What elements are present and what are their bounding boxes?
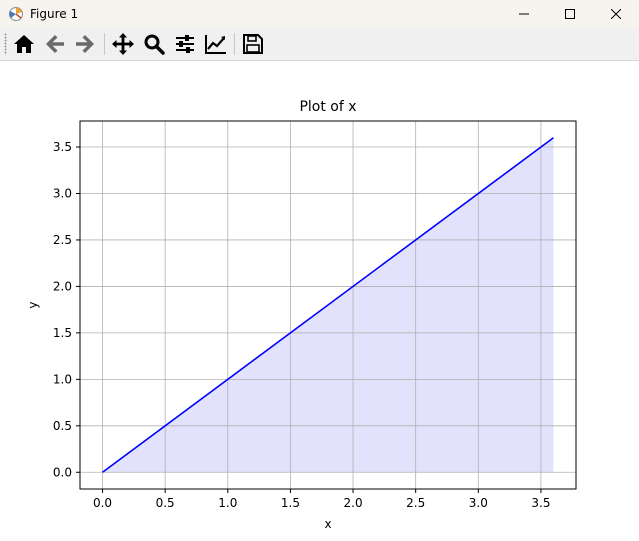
maximize-button[interactable]	[547, 0, 593, 27]
close-button[interactable]	[593, 0, 639, 27]
toolbar-separator	[104, 33, 105, 55]
y-tick-label: 3.0	[53, 186, 72, 200]
move-icon	[112, 33, 134, 55]
figure-canvas[interactable]: 0.0 0.5 1.0 1.5 2.0 2.5 3.0 3.5 0.0 0.5 1.0 1.5 2.0 2…	[0, 62, 639, 541]
magnifier-icon	[144, 34, 165, 55]
navigation-toolbar	[0, 27, 639, 61]
plot-canvas[interactable]: 0.0 0.5 1.0 1.5 2.0 2.5 3.0 3.5 0.0 0.5 1.0 1.5 2.0 2…	[0, 62, 639, 541]
app-icon	[8, 6, 24, 22]
window-title: Figure 1	[30, 6, 79, 21]
floppy-disk-icon	[243, 34, 263, 54]
chart-title: Plot of x	[299, 99, 356, 115]
minimize-icon	[519, 13, 529, 14]
y-tick-label: 2.5	[53, 233, 72, 247]
y-tick-label: 3.5	[53, 140, 72, 154]
y-tick-label: 0.0	[53, 465, 72, 479]
configure-subplots-button[interactable]	[171, 31, 199, 57]
x-tick-label: 0.0	[93, 496, 112, 510]
zoom-button[interactable]	[140, 31, 168, 57]
y-axis-label: y	[26, 301, 40, 308]
sliders-icon	[176, 35, 194, 53]
x-tick-label: 2.0	[344, 496, 363, 510]
x-axis-label: x	[324, 517, 331, 531]
window-titlebar: Figure 1	[0, 0, 639, 27]
close-icon	[611, 8, 621, 19]
series-line	[102, 137, 554, 473]
x-tick-label: 1.0	[218, 496, 237, 510]
home-icon	[14, 35, 34, 53]
back-button[interactable]	[41, 31, 69, 57]
home-button[interactable]	[10, 31, 38, 57]
maximize-icon	[565, 8, 575, 19]
minimize-button[interactable]	[501, 0, 547, 27]
toolbar-grip	[4, 33, 7, 55]
toolbar-separator	[234, 33, 235, 55]
y-tick-label: 1.0	[53, 372, 72, 386]
x-tick-label: 3.5	[531, 496, 550, 510]
forward-button[interactable]	[71, 31, 99, 57]
pan-button[interactable]	[109, 31, 137, 57]
x-tick-label: 2.5	[406, 496, 425, 510]
edit-axis-button[interactable]	[202, 31, 230, 57]
x-tick-label: 1.5	[281, 496, 300, 510]
y-tick-label: 0.5	[53, 419, 72, 433]
x-tick-label: 3.0	[469, 496, 488, 510]
arrow-left-icon	[46, 35, 64, 53]
save-button[interactable]	[239, 31, 267, 57]
x-tick-label: 0.5	[156, 496, 175, 510]
y-tick-label: 2.0	[53, 279, 72, 293]
line-chart-icon	[205, 35, 226, 54]
y-tick-label: 1.5	[53, 326, 72, 340]
arrow-right-icon	[76, 35, 94, 53]
axes-frame	[79, 120, 577, 490]
